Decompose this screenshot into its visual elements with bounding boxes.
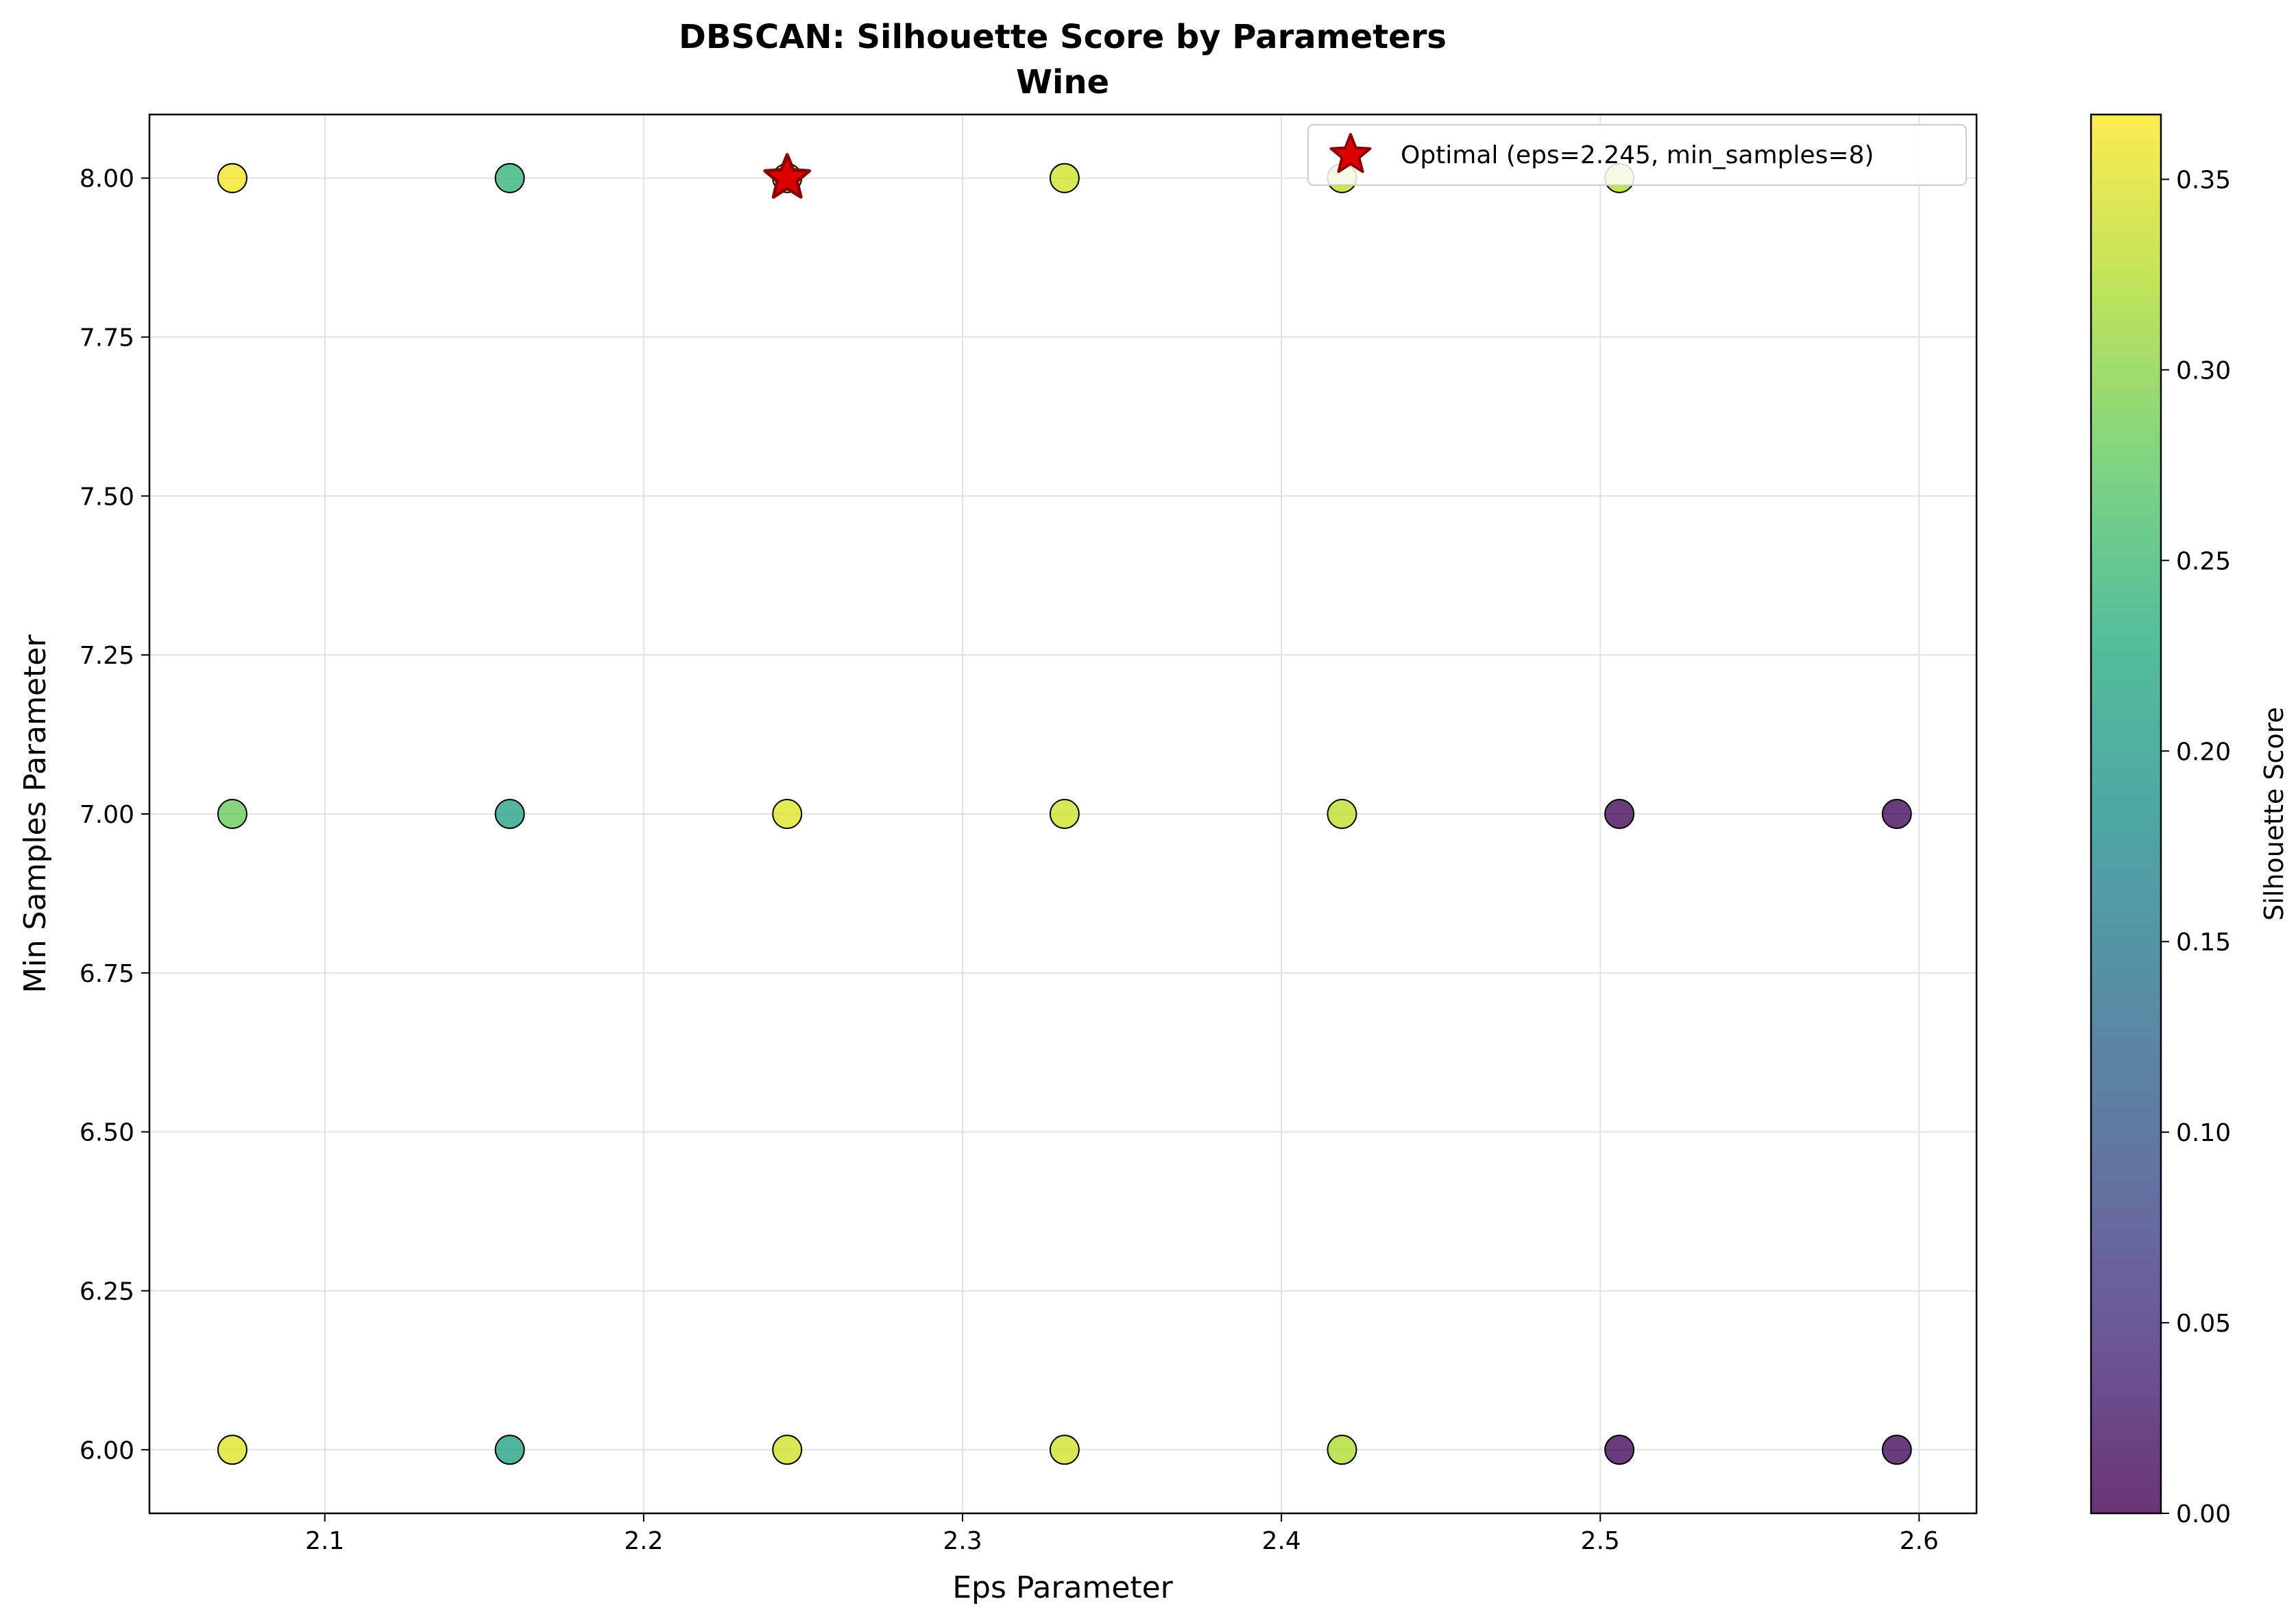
y-tick-label: 7.75	[80, 324, 134, 352]
colorbar-label: Silhouette Score	[2259, 707, 2289, 921]
y-axis-ticks: 6.00 6.25 6.50 6.75 7.00 7.25 7.50 7.75 8.00	[80, 165, 149, 1465]
colorbar-tick-label: 0.30	[2176, 357, 2231, 385]
scatter-point	[494, 1434, 525, 1465]
optimal-star-marker	[763, 153, 811, 199]
colorbar-tick-label: 0.15	[2176, 928, 2231, 957]
legend-entry-optimal: Optimal (eps=2.245, min_samples=8)	[1401, 141, 1874, 169]
x-tick-label: 2.1	[305, 1527, 344, 1555]
y-tick-label: 6.25	[80, 1277, 134, 1306]
colorbar-tick-label: 0.20	[2176, 738, 2231, 766]
legend: Optimal (eps=2.245, min_samples=8)	[1307, 124, 1967, 186]
colorbar-tick-label: 0.35	[2176, 166, 2231, 194]
scatter-point	[1327, 1434, 1357, 1465]
legend-star-icon	[1329, 133, 1372, 173]
colorbar-tick-label: 0.00	[2176, 1500, 2231, 1528]
legend-box	[1307, 124, 1967, 186]
scatter-point	[1327, 799, 1357, 829]
scatter-point	[772, 1434, 803, 1465]
x-tick-label: 2.4	[1261, 1527, 1301, 1555]
scatter-point	[217, 163, 247, 193]
scatter-point	[1049, 799, 1080, 829]
x-tick-label: 2.2	[624, 1527, 663, 1555]
scatter-point	[772, 799, 803, 829]
x-axis-ticks: 2.1 2.2 2.3 2.4 2.5 2.6	[305, 1513, 1939, 1555]
y-tick-label: 7.25	[80, 642, 134, 670]
y-tick-label: 8.00	[80, 165, 134, 193]
chart-subtitle: Wine	[1016, 63, 1109, 101]
grid-lines	[149, 115, 1977, 1513]
scatter-point	[217, 799, 247, 829]
scatter-point	[1604, 1434, 1635, 1465]
colorbar: 0.00 0.05 0.10 0.15 0.20 0.25 0.30 0.35 Silhoue…	[2090, 113, 2289, 1528]
y-tick-label: 6.00	[80, 1437, 134, 1465]
optimal-marker-layer	[763, 153, 811, 199]
x-tick-label: 2.5	[1581, 1527, 1620, 1555]
y-tick-label: 6.50	[80, 1119, 134, 1147]
scatter-point	[494, 163, 525, 193]
scatter-point	[1049, 1434, 1080, 1465]
colorbar-gradient	[2090, 113, 2162, 1515]
y-tick-label: 6.75	[80, 960, 134, 988]
x-axis-label: Eps Parameter	[952, 1570, 1173, 1605]
scatter-point	[217, 1434, 247, 1465]
scatter-point	[1604, 799, 1635, 829]
colorbar-ticks: 0.00 0.05 0.10 0.15 0.20 0.25 0.30 0.35	[2161, 166, 2231, 1528]
scatter-point	[1881, 1434, 1912, 1465]
scatter-point	[1881, 799, 1912, 829]
x-tick-label: 2.3	[943, 1527, 982, 1555]
colorbar-tick-label: 0.05	[2176, 1310, 2231, 1338]
x-tick-label: 2.6	[1900, 1527, 1939, 1555]
scatter-point	[494, 799, 525, 829]
scatter-point	[1049, 163, 1080, 193]
chart-title: DBSCAN: Silhouette Score by Parameters	[679, 18, 1447, 56]
y-tick-label: 7.00	[80, 801, 134, 829]
y-tick-label: 7.50	[80, 483, 134, 511]
colorbar-tick-label: 0.10	[2176, 1119, 2231, 1147]
colorbar-tick-label: 0.25	[2176, 547, 2231, 575]
y-axis-label: Min Samples Parameter	[18, 634, 53, 994]
